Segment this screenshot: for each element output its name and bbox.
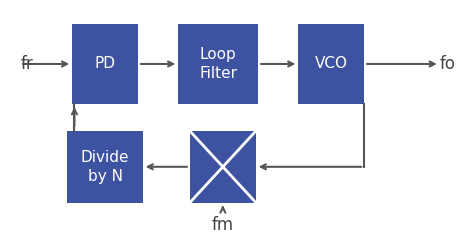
Bar xyxy=(298,24,364,104)
Bar xyxy=(72,24,138,104)
Text: PD: PD xyxy=(94,56,116,72)
Text: fr: fr xyxy=(20,55,33,73)
Text: VCO: VCO xyxy=(315,56,348,72)
Text: fo: fo xyxy=(439,55,456,73)
Bar xyxy=(67,131,143,203)
Bar xyxy=(190,131,256,203)
Text: fm: fm xyxy=(212,216,234,234)
Bar xyxy=(178,24,258,104)
Text: Loop
Filter: Loop Filter xyxy=(199,47,237,81)
Text: Divide
by N: Divide by N xyxy=(81,150,129,184)
